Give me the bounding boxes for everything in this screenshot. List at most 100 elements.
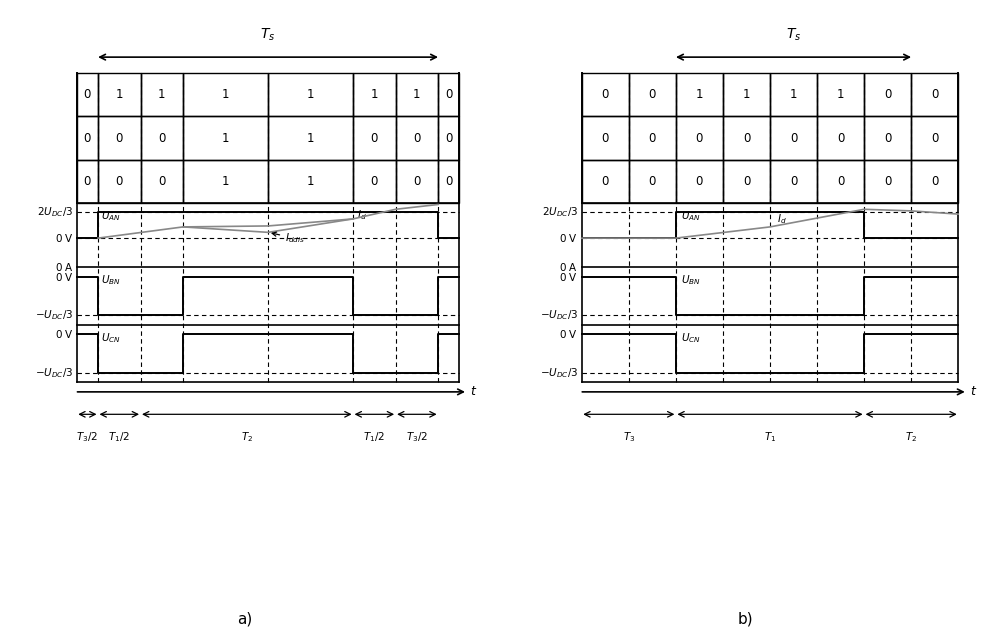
Text: 0: 0 [445, 132, 452, 144]
Text: 0: 0 [743, 132, 750, 144]
Text: $-U_{DC}/3$: $-U_{DC}/3$ [540, 366, 578, 379]
Text: 0: 0 [445, 175, 452, 188]
Text: 0: 0 [884, 132, 891, 144]
Text: $-U_{DC}/3$: $-U_{DC}/3$ [35, 308, 74, 322]
Text: 0: 0 [931, 88, 938, 101]
Bar [864, 73, 911, 117]
Text: 1: 1 [222, 88, 229, 101]
Text: $T_3/2$: $T_3/2$ [76, 430, 98, 444]
Text: $T_2$: $T_2$ [905, 430, 917, 444]
Bar [268, 117, 353, 159]
Bar [77, 117, 98, 159]
Bar [629, 159, 676, 203]
Text: 0: 0 [445, 88, 452, 101]
Bar [817, 159, 864, 203]
Text: $U_{CN}$: $U_{CN}$ [101, 331, 121, 345]
Bar [77, 73, 98, 117]
Text: 0: 0 [649, 88, 656, 101]
Bar [396, 117, 438, 159]
Text: $-U_{DC}/3$: $-U_{DC}/3$ [540, 308, 578, 322]
Text: $-U_{DC}/3$: $-U_{DC}/3$ [35, 366, 74, 379]
Text: $0$ V: $0$ V [55, 270, 74, 283]
Text: $0$ V: $0$ V [559, 232, 578, 244]
Bar [817, 73, 864, 117]
Text: $0$ A: $0$ A [55, 261, 74, 273]
Bar [770, 159, 817, 203]
Text: $U_{AN}$: $U_{AN}$ [101, 209, 121, 223]
Bar [582, 159, 629, 203]
Bar [629, 117, 676, 159]
Text: 0: 0 [84, 132, 91, 144]
Text: $0$ V: $0$ V [55, 232, 74, 244]
Bar [817, 117, 864, 159]
Text: a): a) [237, 612, 253, 627]
Text: 0: 0 [158, 175, 165, 188]
Text: $t$: $t$ [470, 386, 477, 398]
Text: $T_1/2$: $T_1/2$ [108, 430, 130, 444]
Text: $0$ V: $0$ V [55, 328, 74, 340]
Text: $T_s$: $T_s$ [786, 26, 801, 43]
Bar [770, 117, 817, 159]
Text: 1: 1 [371, 88, 378, 101]
Bar [268, 159, 353, 203]
Bar [141, 73, 183, 117]
Bar [396, 73, 438, 117]
Bar [77, 159, 98, 203]
Text: 0: 0 [743, 175, 750, 188]
Text: 1: 1 [116, 88, 123, 101]
Bar [911, 159, 958, 203]
Bar [98, 117, 141, 159]
Text: $T_3$: $T_3$ [623, 430, 635, 444]
Text: 0: 0 [371, 132, 378, 144]
Bar [864, 159, 911, 203]
Bar [723, 117, 770, 159]
Text: 0: 0 [931, 175, 938, 188]
Bar [268, 73, 353, 117]
Text: 0: 0 [649, 132, 656, 144]
Text: 0: 0 [602, 88, 609, 101]
Text: $T_2$: $T_2$ [241, 430, 253, 444]
Text: 0: 0 [649, 175, 656, 188]
Text: 0: 0 [696, 175, 703, 188]
Bar [438, 159, 459, 203]
Text: 1: 1 [790, 88, 797, 101]
Bar [353, 73, 396, 117]
Text: 0: 0 [602, 175, 609, 188]
Text: 1: 1 [158, 88, 166, 101]
Bar [438, 73, 459, 117]
Text: $I_d$: $I_d$ [357, 209, 367, 222]
Bar [629, 73, 676, 117]
Text: 1: 1 [222, 132, 229, 144]
Text: 0: 0 [84, 88, 91, 101]
Text: $T_1/2$: $T_1/2$ [363, 430, 385, 444]
Bar [98, 159, 141, 203]
Text: $0$ V: $0$ V [559, 328, 578, 340]
Bar [353, 159, 396, 203]
Bar [183, 117, 268, 159]
Bar [98, 73, 141, 117]
Text: $I_{ddis}$: $I_{ddis}$ [272, 231, 305, 245]
Text: $T_s$: $T_s$ [260, 26, 276, 43]
Bar [770, 73, 817, 117]
Bar [723, 159, 770, 203]
Text: $U_{BN}$: $U_{BN}$ [101, 273, 121, 287]
Text: $2U_{DC}/3$: $2U_{DC}/3$ [542, 205, 578, 219]
Bar [676, 117, 723, 159]
Text: $T_3/2$: $T_3/2$ [406, 430, 428, 444]
Bar [911, 117, 958, 159]
Text: 1: 1 [307, 132, 314, 144]
Text: 0: 0 [837, 175, 844, 188]
Text: $0$ V: $0$ V [559, 270, 578, 283]
Text: $0$ A: $0$ A [559, 261, 578, 273]
Text: 0: 0 [602, 132, 609, 144]
Text: 0: 0 [837, 132, 844, 144]
Bar [864, 117, 911, 159]
Text: 0: 0 [884, 88, 891, 101]
Text: 0: 0 [790, 175, 797, 188]
Text: b): b) [737, 612, 753, 627]
Text: 0: 0 [413, 132, 421, 144]
Text: $U_{CN}$: $U_{CN}$ [681, 331, 700, 345]
Text: $I_d$: $I_d$ [777, 212, 787, 226]
Text: $U_{AN}$: $U_{AN}$ [681, 209, 700, 223]
Text: 0: 0 [84, 175, 91, 188]
